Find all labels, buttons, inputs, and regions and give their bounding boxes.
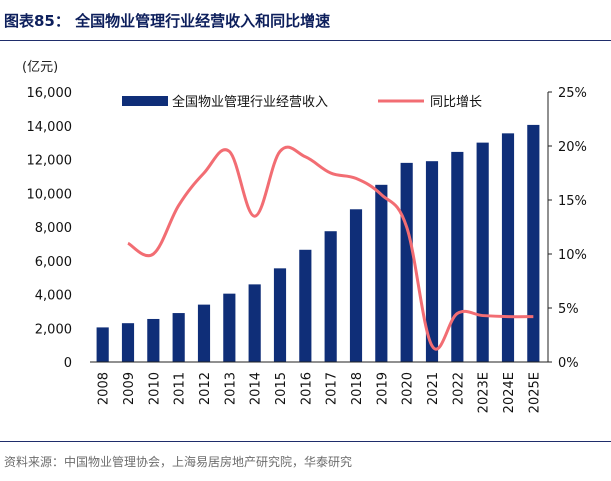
revenue-bar: [248, 284, 261, 362]
x-tick-label: 2010: [147, 372, 162, 405]
title-divider: [0, 40, 611, 41]
left-tick-label: 6,000: [35, 255, 72, 270]
left-tick-label: 0: [64, 356, 72, 371]
right-tick-label: 15%: [558, 194, 587, 209]
x-axis: 2008 2009 2010 2011 2012 2013 2014 2015 2016 2017…: [97, 372, 543, 413]
x-tick-label: 2025E: [527, 372, 542, 413]
revenue-bar: [299, 249, 312, 362]
x-tick-label: 2015: [274, 372, 289, 405]
revenue-bar: [375, 184, 388, 362]
right-tick-label: 0%: [558, 356, 579, 371]
left-tick-label: 2,000: [35, 322, 72, 337]
left-tick-label: 16,000: [27, 86, 73, 101]
left-tick-label: 8,000: [35, 221, 72, 236]
revenue-bar: [324, 231, 337, 362]
x-tick-label: 2018: [350, 372, 365, 405]
revenue-bar: [147, 318, 160, 362]
left-y-axis: 0 2,000 4,000 6,000 8,000 10,000 12,000 14,000 1…: [27, 86, 73, 371]
left-tick-label: 14,000: [27, 120, 73, 135]
revenue-bar: [273, 268, 287, 362]
x-tick-label: 2009: [122, 372, 137, 405]
source-divider: [0, 441, 611, 442]
revenue-bar: [172, 313, 185, 362]
x-tick-label: 2024E: [502, 372, 517, 413]
x-tick-label: 2013: [223, 372, 238, 405]
revenue-bar: [476, 142, 489, 362]
revenue-bars: [96, 124, 540, 362]
x-tick-label: 2016: [299, 372, 314, 405]
revenue-bar: [425, 161, 439, 362]
revenue-bar: [501, 133, 515, 362]
combo-chart: 0 2,000 4,000 6,000 8,000 10,000 12,000 14,000 1…: [27, 86, 587, 413]
growth-line-path: [127, 145, 534, 351]
source-note: 资料来源：中国物业管理协会，上海易居房地产研究院，华泰研究: [4, 455, 353, 469]
x-tick-label: 2022: [451, 372, 466, 405]
right-tick-label: 10%: [558, 248, 587, 263]
y-axis-unit-label: (亿元): [22, 60, 59, 75]
x-tick-label: 2014: [249, 372, 264, 405]
right-y-axis: 0% 5% 10% 15% 20% 25%: [547, 86, 587, 371]
x-tick-label: 2012: [198, 372, 213, 405]
right-tick-label: 25%: [558, 86, 587, 101]
left-tick-label: 4,000: [35, 289, 72, 304]
x-tick-label: 2021: [426, 372, 441, 405]
revenue-bar: [223, 293, 236, 362]
legend-bar-label: 全国物业管理行业经营收入: [172, 94, 328, 110]
legend: 全国物业管理行业经营收入 同比增长: [122, 94, 482, 110]
x-tick-label: 2017: [325, 372, 340, 405]
legend-bar-swatch: [122, 96, 168, 106]
growth-line: [127, 145, 534, 351]
x-tick-label: 2020: [401, 372, 416, 405]
revenue-bar: [121, 323, 135, 362]
x-tick-label: 2011: [173, 372, 188, 405]
revenue-bar: [451, 151, 464, 362]
legend-line-label: 同比增长: [430, 95, 482, 110]
right-tick-label: 20%: [558, 140, 587, 155]
revenue-bar: [527, 124, 540, 362]
revenue-bar: [349, 209, 363, 362]
revenue-bar: [96, 327, 109, 362]
revenue-bar: [197, 304, 211, 362]
right-tick-label: 5%: [558, 302, 579, 317]
x-tick-label: 2008: [97, 372, 112, 405]
left-tick-label: 10,000: [27, 187, 73, 202]
x-tick-label: 2023E: [477, 372, 492, 413]
figure-title: 图表85： 全国物业管理行业经营收入和同比增速: [4, 12, 331, 30]
revenue-bar: [400, 162, 413, 362]
left-tick-label: 12,000: [27, 154, 73, 169]
x-tick-label: 2019: [375, 372, 390, 405]
